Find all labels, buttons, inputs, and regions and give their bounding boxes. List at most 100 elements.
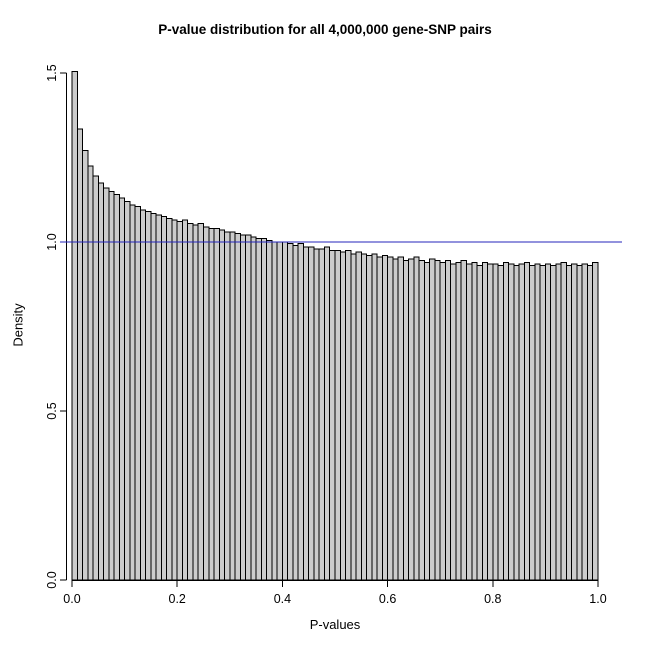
histogram-bar [160, 216, 168, 581]
histogram-bar [466, 263, 473, 581]
histogram-bar [87, 165, 94, 581]
histogram-bar [145, 211, 152, 581]
histogram-bar [271, 241, 278, 581]
histogram-bar [387, 256, 394, 581]
chart-title: P-value distribution for all 4,000,000 g… [158, 22, 492, 37]
histogram-bar [460, 260, 467, 581]
histogram-bar [481, 261, 489, 581]
histogram-bar [287, 243, 294, 581]
histogram-bar [302, 246, 310, 581]
histogram-bar [502, 261, 510, 581]
histogram-bar [176, 221, 183, 581]
y-tick-label: 1.0 [45, 233, 59, 250]
histogram-bar [381, 255, 389, 581]
histogram-bar [245, 234, 252, 581]
histogram-bar [197, 222, 205, 581]
histogram-bar [218, 229, 226, 581]
histogram-bar [171, 219, 178, 581]
histogram-bar [471, 261, 478, 581]
histogram-bar [360, 253, 368, 581]
histogram-bar [213, 227, 220, 581]
histogram-bar [413, 256, 420, 581]
histogram-bar [529, 265, 536, 581]
x-tick-label: 1.0 [589, 592, 606, 606]
histogram-bar [313, 248, 320, 581]
histogram-bar [429, 258, 436, 581]
x-tick-label: 0.6 [379, 592, 396, 606]
y-axis-label: Density [10, 303, 26, 347]
histogram-bar [392, 258, 399, 581]
histogram-bar [118, 197, 126, 581]
histogram-bar [234, 233, 241, 581]
histogram-bar [150, 212, 157, 581]
x-axis-label: P-values [309, 617, 361, 632]
histogram-bar [534, 263, 541, 581]
histogram-bar [397, 256, 404, 581]
histogram-bar [513, 265, 520, 581]
histogram-bar [103, 187, 110, 581]
histogram-bar [297, 243, 304, 581]
histogram-bar [544, 263, 552, 581]
histogram-bar [455, 261, 462, 581]
histogram-bar [76, 128, 84, 581]
histogram-bar [539, 265, 546, 581]
histogram-bar [487, 263, 494, 581]
histogram-bar [134, 206, 141, 581]
y-tick-label: 1.5 [45, 64, 59, 81]
x-tick-label: 0.4 [274, 592, 291, 606]
histogram-bar [518, 263, 525, 581]
histogram-bar [581, 263, 588, 581]
histogram-bar [92, 175, 99, 581]
histogram-bar [166, 217, 173, 581]
histogram-bar [408, 258, 415, 581]
histogram-bar [592, 261, 599, 581]
x-tick-label: 0.2 [169, 592, 186, 606]
histogram-bar [376, 256, 383, 581]
histogram-bar [476, 265, 483, 581]
histogram-bar [281, 241, 289, 581]
histogram-bar [292, 244, 299, 581]
x-tick-label: 0.8 [484, 592, 501, 606]
histogram-bar [339, 251, 347, 581]
histogram-bar [366, 255, 373, 581]
histogram-bar [187, 222, 194, 581]
histogram-bar [266, 239, 273, 581]
histogram-bar [208, 227, 215, 581]
histogram-bar [239, 234, 247, 581]
histogram-bar [508, 263, 515, 581]
histogram-bar [492, 263, 499, 581]
histogram-bar [523, 261, 531, 581]
histogram-bar [181, 219, 189, 581]
histogram-bar [586, 265, 594, 581]
histogram-bar [423, 261, 431, 581]
histogram-bar [371, 253, 378, 581]
histogram-bar [571, 263, 578, 581]
histogram-bar [229, 231, 236, 581]
histogram-bar [203, 226, 210, 581]
histogram-bar [565, 265, 573, 581]
histogram-bar [224, 231, 231, 581]
histogram-bar [192, 224, 199, 581]
histogram-bar [402, 260, 410, 581]
histogram-bar [334, 249, 341, 581]
histogram-bar [555, 263, 562, 581]
histogram-bar [329, 249, 336, 581]
x-tick-label: 0.0 [63, 592, 80, 606]
histogram-bar [444, 260, 452, 581]
histogram-bar [139, 209, 147, 581]
y-tick-label: 0.5 [45, 402, 59, 419]
histogram-bar [308, 246, 315, 581]
histogram-bar [439, 261, 446, 581]
histogram-bar [355, 251, 362, 581]
histogram-bar [434, 260, 441, 581]
histogram-bar [260, 238, 268, 581]
histogram-bar [276, 241, 283, 581]
histogram-bar [576, 265, 583, 581]
histogram-bar [108, 190, 115, 581]
histogram-bar [560, 261, 567, 581]
histogram-bar [345, 249, 352, 581]
histogram-bar [418, 260, 425, 581]
histogram-bar [129, 204, 136, 581]
